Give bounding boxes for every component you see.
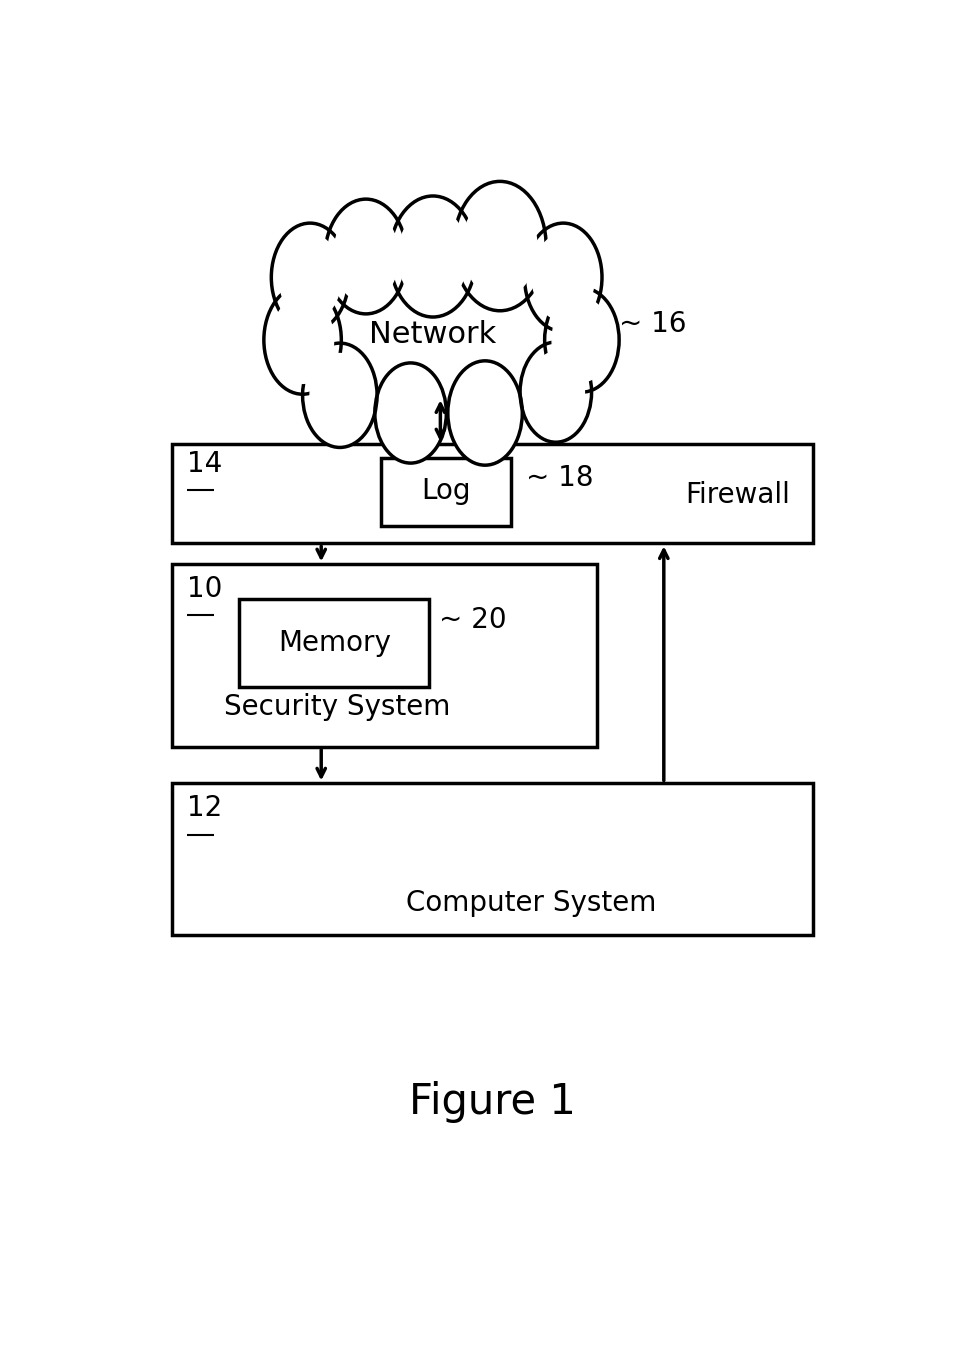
Text: Computer System: Computer System	[406, 889, 656, 917]
Text: Network: Network	[369, 320, 497, 350]
Text: 10: 10	[187, 575, 223, 603]
Bar	[239, 599, 430, 687]
Text: ~ 20: ~ 20	[439, 606, 506, 634]
Bar	[172, 444, 813, 543]
Circle shape	[390, 196, 476, 317]
Text: ~ 16: ~ 16	[619, 310, 686, 339]
Circle shape	[448, 360, 523, 465]
Text: Memory: Memory	[278, 629, 391, 657]
Circle shape	[552, 298, 612, 382]
Circle shape	[399, 209, 467, 305]
Bar	[381, 458, 511, 526]
Circle shape	[382, 373, 439, 453]
Circle shape	[525, 224, 602, 332]
Circle shape	[532, 234, 594, 321]
Circle shape	[310, 354, 370, 438]
Circle shape	[454, 182, 546, 310]
Circle shape	[264, 286, 341, 394]
Circle shape	[463, 194, 537, 298]
Text: Security System: Security System	[225, 692, 451, 721]
Circle shape	[303, 343, 377, 447]
Bar	[172, 783, 813, 935]
Circle shape	[279, 234, 341, 321]
Circle shape	[545, 287, 619, 392]
Text: Firewall: Firewall	[685, 481, 791, 509]
Circle shape	[272, 297, 333, 383]
Bar	[172, 564, 597, 747]
Text: 14: 14	[187, 450, 222, 477]
Circle shape	[520, 341, 592, 442]
Circle shape	[528, 352, 584, 432]
Circle shape	[456, 371, 515, 455]
Text: ~ 18: ~ 18	[526, 463, 594, 492]
Circle shape	[325, 199, 407, 314]
Circle shape	[333, 210, 399, 302]
Circle shape	[271, 224, 349, 332]
Text: Log: Log	[422, 477, 471, 505]
Text: Figure 1: Figure 1	[409, 1081, 576, 1122]
Circle shape	[375, 363, 446, 463]
Text: 12: 12	[187, 794, 222, 822]
